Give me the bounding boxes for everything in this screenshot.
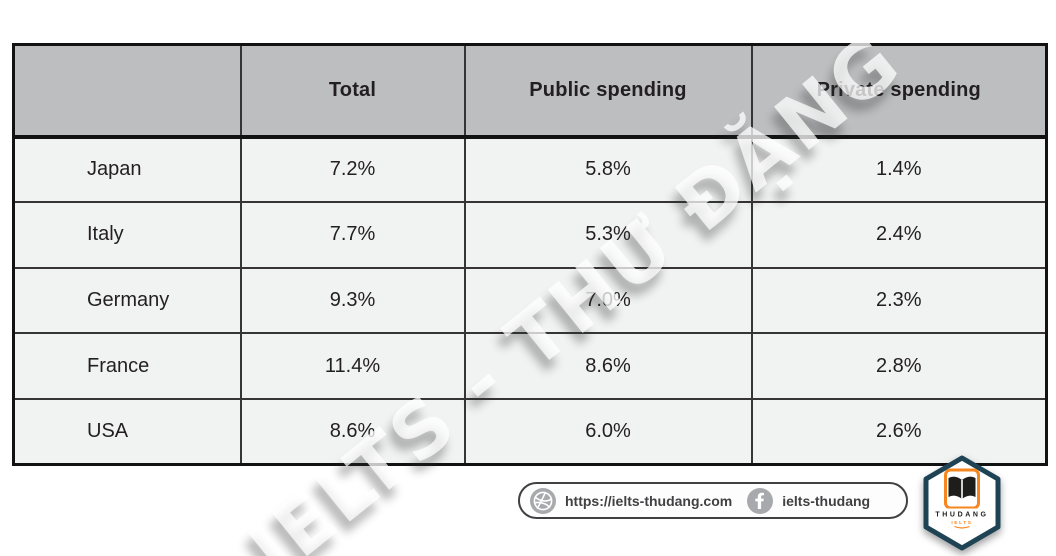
footer-links-pill: https://ielts-thudang.com ielts-thudang [518, 482, 908, 519]
logo-title: THUDANG [935, 512, 988, 519]
header-public-spending: Public spending [463, 43, 753, 139]
facebook-icon [747, 487, 774, 514]
cell-public: 8.6% [463, 332, 753, 400]
header-private-spending: Private spending [750, 43, 1048, 139]
header-empty-cell [12, 43, 242, 139]
table-row: Italy 7.7% 5.3% 2.4% [12, 201, 1048, 269]
logo-subtitle: IELTS [951, 520, 972, 526]
thudang-logo: THUDANG IELTS [921, 455, 1003, 551]
cell-total: 8.6% [239, 397, 466, 466]
cell-public: 5.3% [463, 201, 753, 269]
table-row: France 11.4% 8.6% 2.8% [12, 332, 1048, 400]
row-country-label: France [12, 332, 242, 400]
row-country-label: Italy [12, 201, 242, 269]
table-row: Japan 7.2% 5.8% 1.4% [12, 135, 1048, 204]
website-link[interactable]: https://ielts-thudang.com [565, 492, 733, 509]
table-row: USA 8.6% 6.0% 2.6% [12, 397, 1048, 466]
cell-total: 7.7% [239, 201, 466, 269]
cell-public: 5.8% [463, 135, 753, 204]
cell-total: 9.3% [239, 266, 466, 335]
cell-private: 2.3% [750, 266, 1048, 335]
cell-total: 11.4% [239, 332, 466, 400]
thudang-logo-icon: THUDANG IELTS [923, 455, 1001, 551]
row-country-label: USA [12, 397, 242, 466]
cell-public: 7.0% [463, 266, 753, 335]
spending-table: Total Public spending Private spending J… [12, 43, 1048, 466]
cell-private: 2.6% [750, 397, 1048, 466]
row-country-label: Japan [12, 135, 242, 204]
website-globe-icon [530, 487, 556, 514]
cell-total: 7.2% [239, 135, 466, 204]
cell-private: 2.4% [750, 201, 1048, 269]
table-row: Germany 9.3% 7.0% 2.3% [12, 266, 1048, 335]
facebook-link[interactable]: ielts-thudang [782, 492, 871, 509]
cell-private: 1.4% [750, 135, 1048, 204]
header-total: Total [239, 43, 466, 139]
row-country-label: Germany [12, 266, 242, 335]
cell-public: 6.0% [463, 397, 753, 466]
cell-private: 2.8% [750, 332, 1048, 400]
table-header-row: Total Public spending Private spending [12, 43, 1048, 139]
